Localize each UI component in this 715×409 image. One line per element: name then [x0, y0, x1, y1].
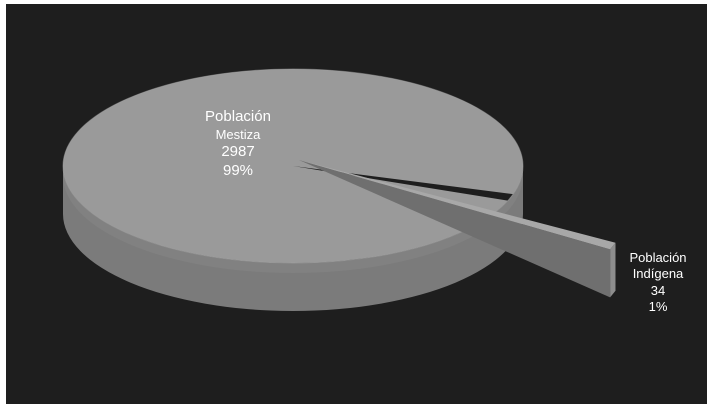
slice-percent-indigena: 1%: [648, 298, 668, 314]
slice-label-mestiza-line2: Mestiza: [215, 126, 261, 142]
pie-slice-mestiza-side: [63, 166, 523, 311]
slice-label-indigena-line2: Indígena: [632, 266, 684, 282]
chart-area: Población Mestiza 2987 99% Población Ind…: [6, 4, 707, 404]
slice-label-indigena-line1: Población: [629, 250, 687, 265]
slice-percent-mestiza: 99%: [222, 161, 254, 179]
slice-label-indigena: Población Indígena 34 1%: [610, 250, 706, 315]
slice-label-mestiza-line1: Población: [205, 108, 271, 125]
slice-value-indigena: 34: [650, 282, 666, 298]
pie-chart: [62, 68, 616, 311]
pie-top-rim: [62, 68, 524, 264]
pie-slice-indigena-flank: [299, 160, 611, 298]
slice-label-mestiza: Población Mestiza 2987 99%: [179, 108, 297, 181]
slice-value-mestiza: 2987: [221, 143, 255, 160]
pie-slice-indigena-side: [610, 242, 616, 298]
pie-slice-mestiza-top: [63, 68, 524, 263]
pie-slice-indigena-top: [299, 160, 616, 250]
